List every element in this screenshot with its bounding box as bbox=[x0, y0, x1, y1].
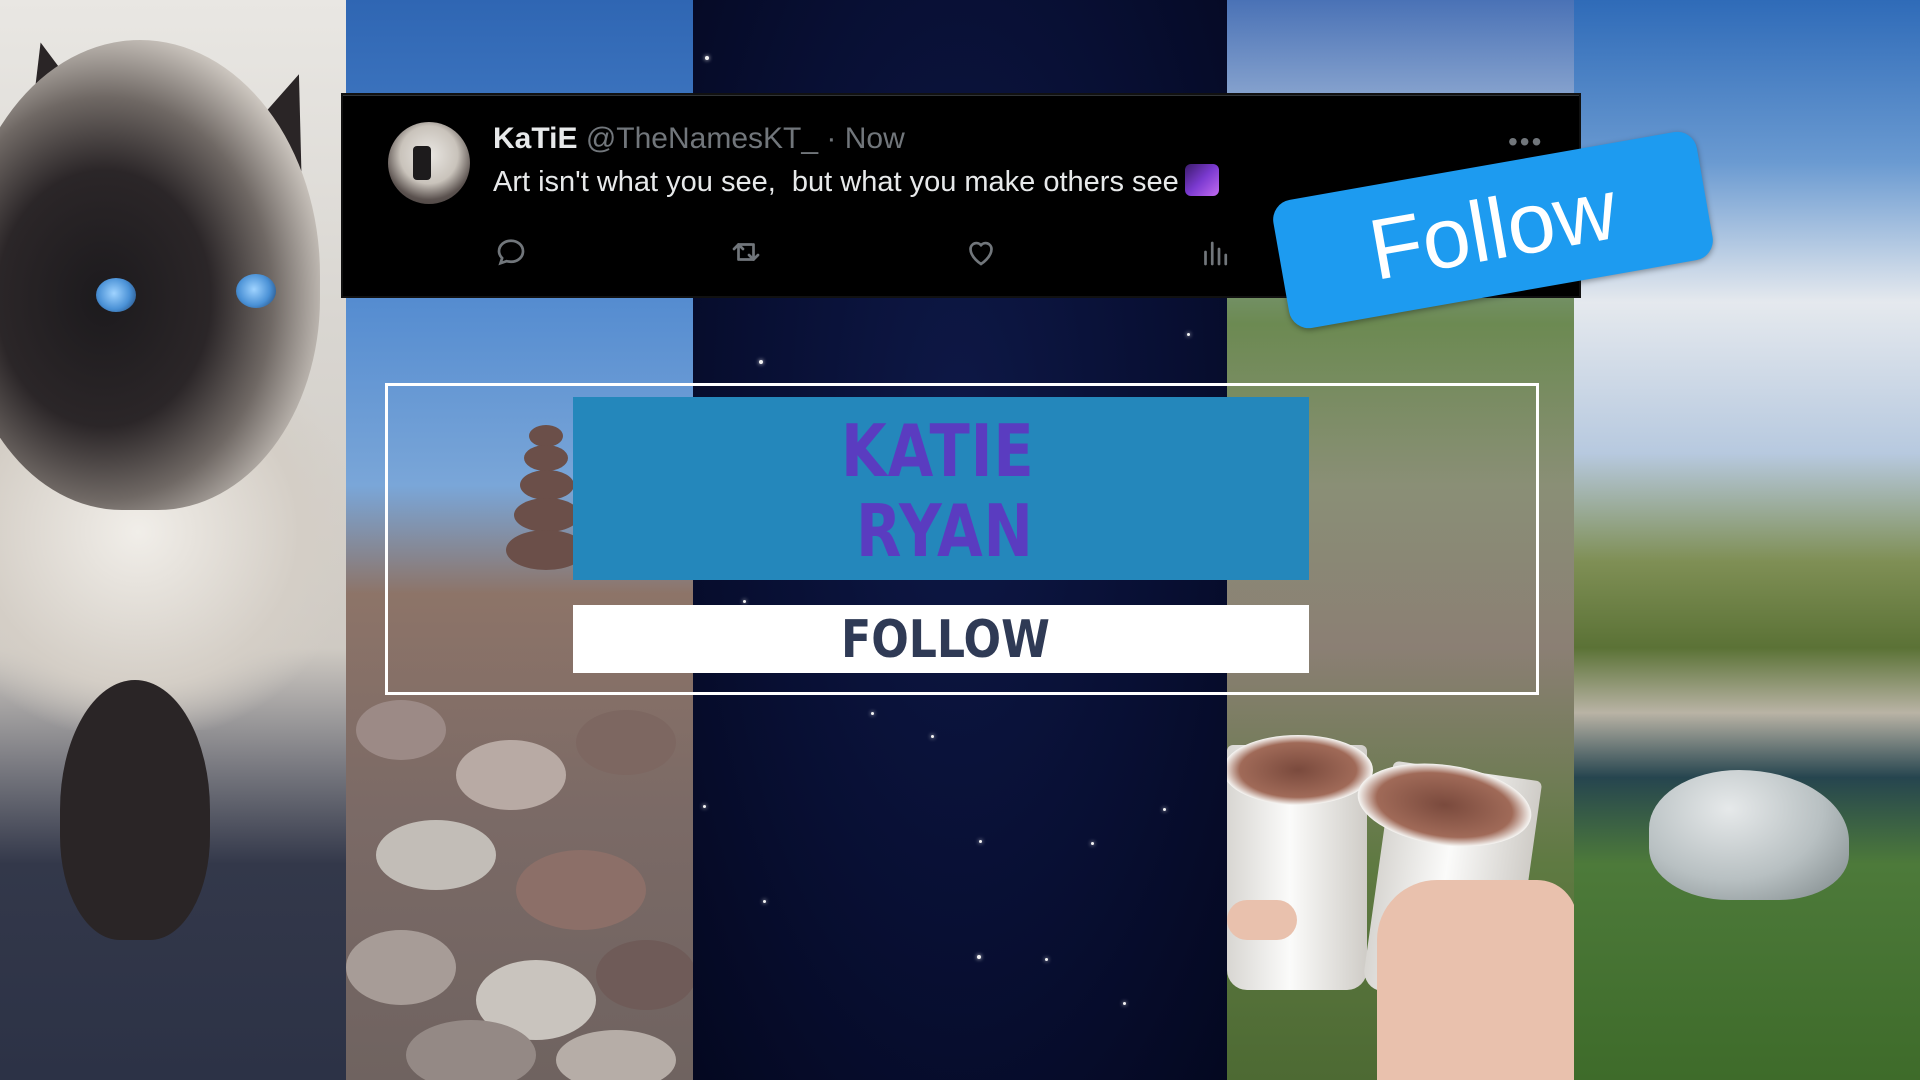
like-icon[interactable] bbox=[963, 234, 999, 270]
views-icon[interactable] bbox=[1198, 234, 1234, 270]
star bbox=[743, 600, 746, 603]
tweet-header: KaTiE @TheNamesKT_ · Now bbox=[493, 122, 905, 156]
milky-way-emoji-icon bbox=[1184, 164, 1219, 196]
cairn-stone bbox=[529, 425, 563, 447]
star bbox=[705, 56, 709, 60]
display-name[interactable]: KaTiE bbox=[493, 122, 578, 155]
name-box: KATIE RYAN bbox=[573, 397, 1309, 580]
reply-icon[interactable] bbox=[493, 234, 529, 270]
cairn-stone bbox=[506, 530, 586, 570]
pebble bbox=[356, 700, 446, 760]
pebble bbox=[376, 820, 496, 890]
first-name: KATIE bbox=[841, 409, 1035, 493]
star bbox=[931, 735, 934, 738]
cat-photo bbox=[0, 0, 346, 1080]
pebble bbox=[456, 740, 566, 810]
hand bbox=[1377, 880, 1574, 1080]
star bbox=[1091, 842, 1094, 845]
star bbox=[1187, 333, 1190, 336]
follow-cta-label: FOLLOW bbox=[841, 610, 1050, 670]
more-icon[interactable]: ••• bbox=[1508, 126, 1544, 157]
pebble bbox=[516, 850, 646, 930]
cat-eye bbox=[96, 278, 136, 312]
separator: · bbox=[826, 122, 837, 155]
star bbox=[1045, 958, 1048, 961]
pebble bbox=[406, 1020, 536, 1080]
cairn-stone bbox=[524, 445, 568, 471]
cairn-stone bbox=[520, 470, 574, 500]
pebble bbox=[596, 940, 693, 1010]
pebble bbox=[576, 710, 676, 775]
star bbox=[977, 955, 981, 959]
star bbox=[1123, 1002, 1126, 1005]
cat-paw bbox=[60, 680, 210, 940]
hand bbox=[1227, 900, 1297, 940]
avatar[interactable] bbox=[388, 122, 470, 204]
boulder bbox=[1649, 770, 1849, 900]
retweet-icon[interactable] bbox=[728, 234, 764, 270]
handle[interactable]: @TheNamesKT_ bbox=[585, 122, 819, 155]
follow-cta[interactable]: FOLLOW bbox=[573, 605, 1309, 673]
tweet-text: Art isn't what you see, but what you mak… bbox=[493, 166, 1179, 198]
star bbox=[871, 712, 874, 715]
cat-eye bbox=[236, 274, 276, 308]
star bbox=[759, 360, 763, 364]
star bbox=[979, 840, 982, 843]
star bbox=[703, 805, 706, 808]
timestamp[interactable]: Now bbox=[844, 122, 905, 155]
cup-rim bbox=[1227, 735, 1373, 805]
banner-frame bbox=[385, 383, 1539, 695]
pebble bbox=[556, 1030, 676, 1080]
pebble bbox=[346, 930, 456, 1005]
cairn-stone bbox=[514, 498, 580, 532]
star bbox=[763, 900, 766, 903]
tweet-text-line: Art isn't what you see, but what you mak… bbox=[493, 164, 1219, 200]
follow-label: Follow bbox=[1362, 161, 1624, 299]
star bbox=[1163, 808, 1166, 811]
last-name: RYAN bbox=[856, 489, 1034, 573]
cat-face bbox=[0, 40, 320, 510]
